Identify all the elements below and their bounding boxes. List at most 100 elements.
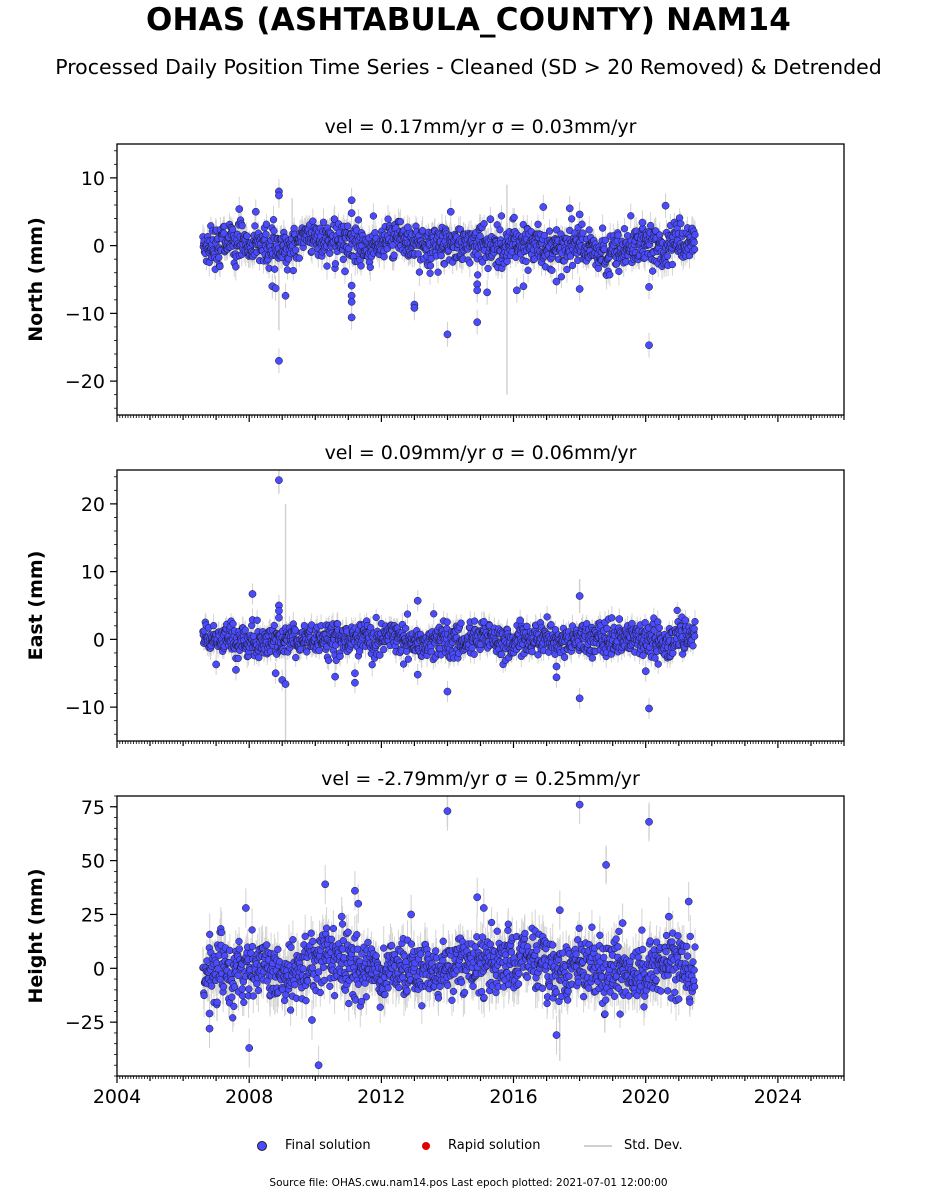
data-point	[677, 219, 685, 228]
x-axis-ticks-north	[116, 415, 845, 422]
data-point	[522, 257, 530, 266]
data-point	[614, 231, 622, 239]
data-point	[403, 610, 412, 618]
data-point	[334, 620, 342, 628]
data-point	[326, 249, 334, 257]
data-point	[598, 224, 607, 232]
data-point-outlier	[473, 286, 482, 295]
data-point	[309, 217, 317, 225]
data-series-north	[199, 179, 699, 395]
data-point-outlier	[552, 277, 561, 286]
data-point	[548, 266, 556, 274]
data-point-outlier	[281, 291, 290, 300]
data-point	[545, 227, 554, 235]
data-point	[339, 255, 347, 264]
final-solution-points-east	[199, 476, 699, 713]
data-point-outlier	[645, 341, 653, 350]
data-point	[646, 221, 655, 230]
data-point-outlier	[251, 207, 260, 216]
data-point	[578, 220, 586, 228]
data-point	[466, 259, 474, 267]
data-point	[524, 266, 532, 274]
data-point-outlier	[575, 210, 584, 219]
data-point	[474, 271, 482, 279]
data-point	[523, 622, 531, 630]
data-point-outlier	[519, 282, 528, 291]
data-series-east	[199, 470, 699, 741]
data-point	[330, 215, 339, 223]
y-axis-label-north: North (mm)	[25, 217, 47, 342]
data-point-outlier	[275, 356, 283, 365]
data-point	[426, 262, 435, 270]
data-point-outlier	[661, 201, 670, 210]
data-point	[269, 216, 278, 224]
data-point	[270, 621, 278, 630]
data-point-outlier	[235, 205, 244, 213]
data-point	[229, 620, 237, 628]
data-point	[579, 229, 587, 237]
data-point	[331, 260, 340, 268]
data-point-outlier	[347, 196, 356, 205]
y-tick-label: −10	[65, 303, 105, 325]
data-point-outlier	[347, 281, 356, 290]
data-point-outlier	[403, 223, 412, 232]
data-point	[396, 217, 405, 226]
data-point	[376, 651, 384, 659]
data-point	[243, 232, 251, 240]
final-solution-points-north	[199, 187, 699, 365]
data-point	[552, 226, 561, 234]
data-point	[690, 245, 699, 253]
y-tick-label: −20	[65, 371, 105, 393]
data-point-outlier	[443, 330, 452, 339]
data-point	[606, 271, 614, 279]
data-point	[457, 619, 465, 627]
data-point	[557, 273, 566, 281]
data-point	[691, 231, 699, 239]
data-point	[390, 251, 398, 259]
data-point	[627, 212, 635, 220]
data-point-outlier	[645, 283, 653, 291]
data-point-outlier	[539, 203, 548, 211]
data-point-outlier	[271, 284, 280, 293]
data-point	[271, 265, 279, 273]
data-point	[238, 222, 246, 230]
data-point	[292, 246, 300, 254]
data-point	[534, 651, 542, 659]
data-point	[372, 613, 380, 622]
data-point	[668, 260, 677, 269]
data-point-outlier	[565, 204, 574, 213]
data-point	[470, 617, 479, 625]
data-point	[215, 253, 223, 262]
data-point	[540, 231, 548, 240]
data-point	[262, 230, 270, 238]
data-point	[585, 226, 593, 234]
data-point-outlier	[410, 304, 419, 312]
data-point	[415, 268, 424, 276]
data-point-outlier	[638, 218, 647, 227]
data-point	[612, 260, 621, 268]
data-point	[615, 267, 623, 276]
panel-title-north: vel = 0.17mm/yr σ = 0.03mm/yr	[325, 116, 637, 138]
data-point	[366, 263, 374, 271]
data-point	[440, 260, 449, 268]
data-point	[404, 655, 412, 663]
data-point-outlier	[513, 286, 521, 295]
panel-title-east: vel = 0.09mm/yr σ = 0.06mm/yr	[325, 442, 637, 464]
chart-title: OHAS (ASHTABULA_COUNTY) NAM14	[145, 2, 792, 38]
data-point	[563, 265, 571, 274]
data-point-outlier	[275, 191, 283, 200]
data-point	[303, 648, 311, 656]
data-point	[568, 261, 577, 270]
data-point	[620, 225, 629, 233]
data-point	[663, 252, 671, 260]
data-point	[232, 263, 240, 271]
data-point-outlier	[347, 209, 356, 217]
data-point	[289, 266, 297, 275]
data-point	[336, 652, 344, 661]
data-point	[324, 656, 333, 665]
data-point	[568, 215, 576, 223]
data-point-outlier	[347, 298, 356, 306]
data-point	[291, 626, 299, 634]
y-axis-ticks-north	[110, 150, 117, 409]
